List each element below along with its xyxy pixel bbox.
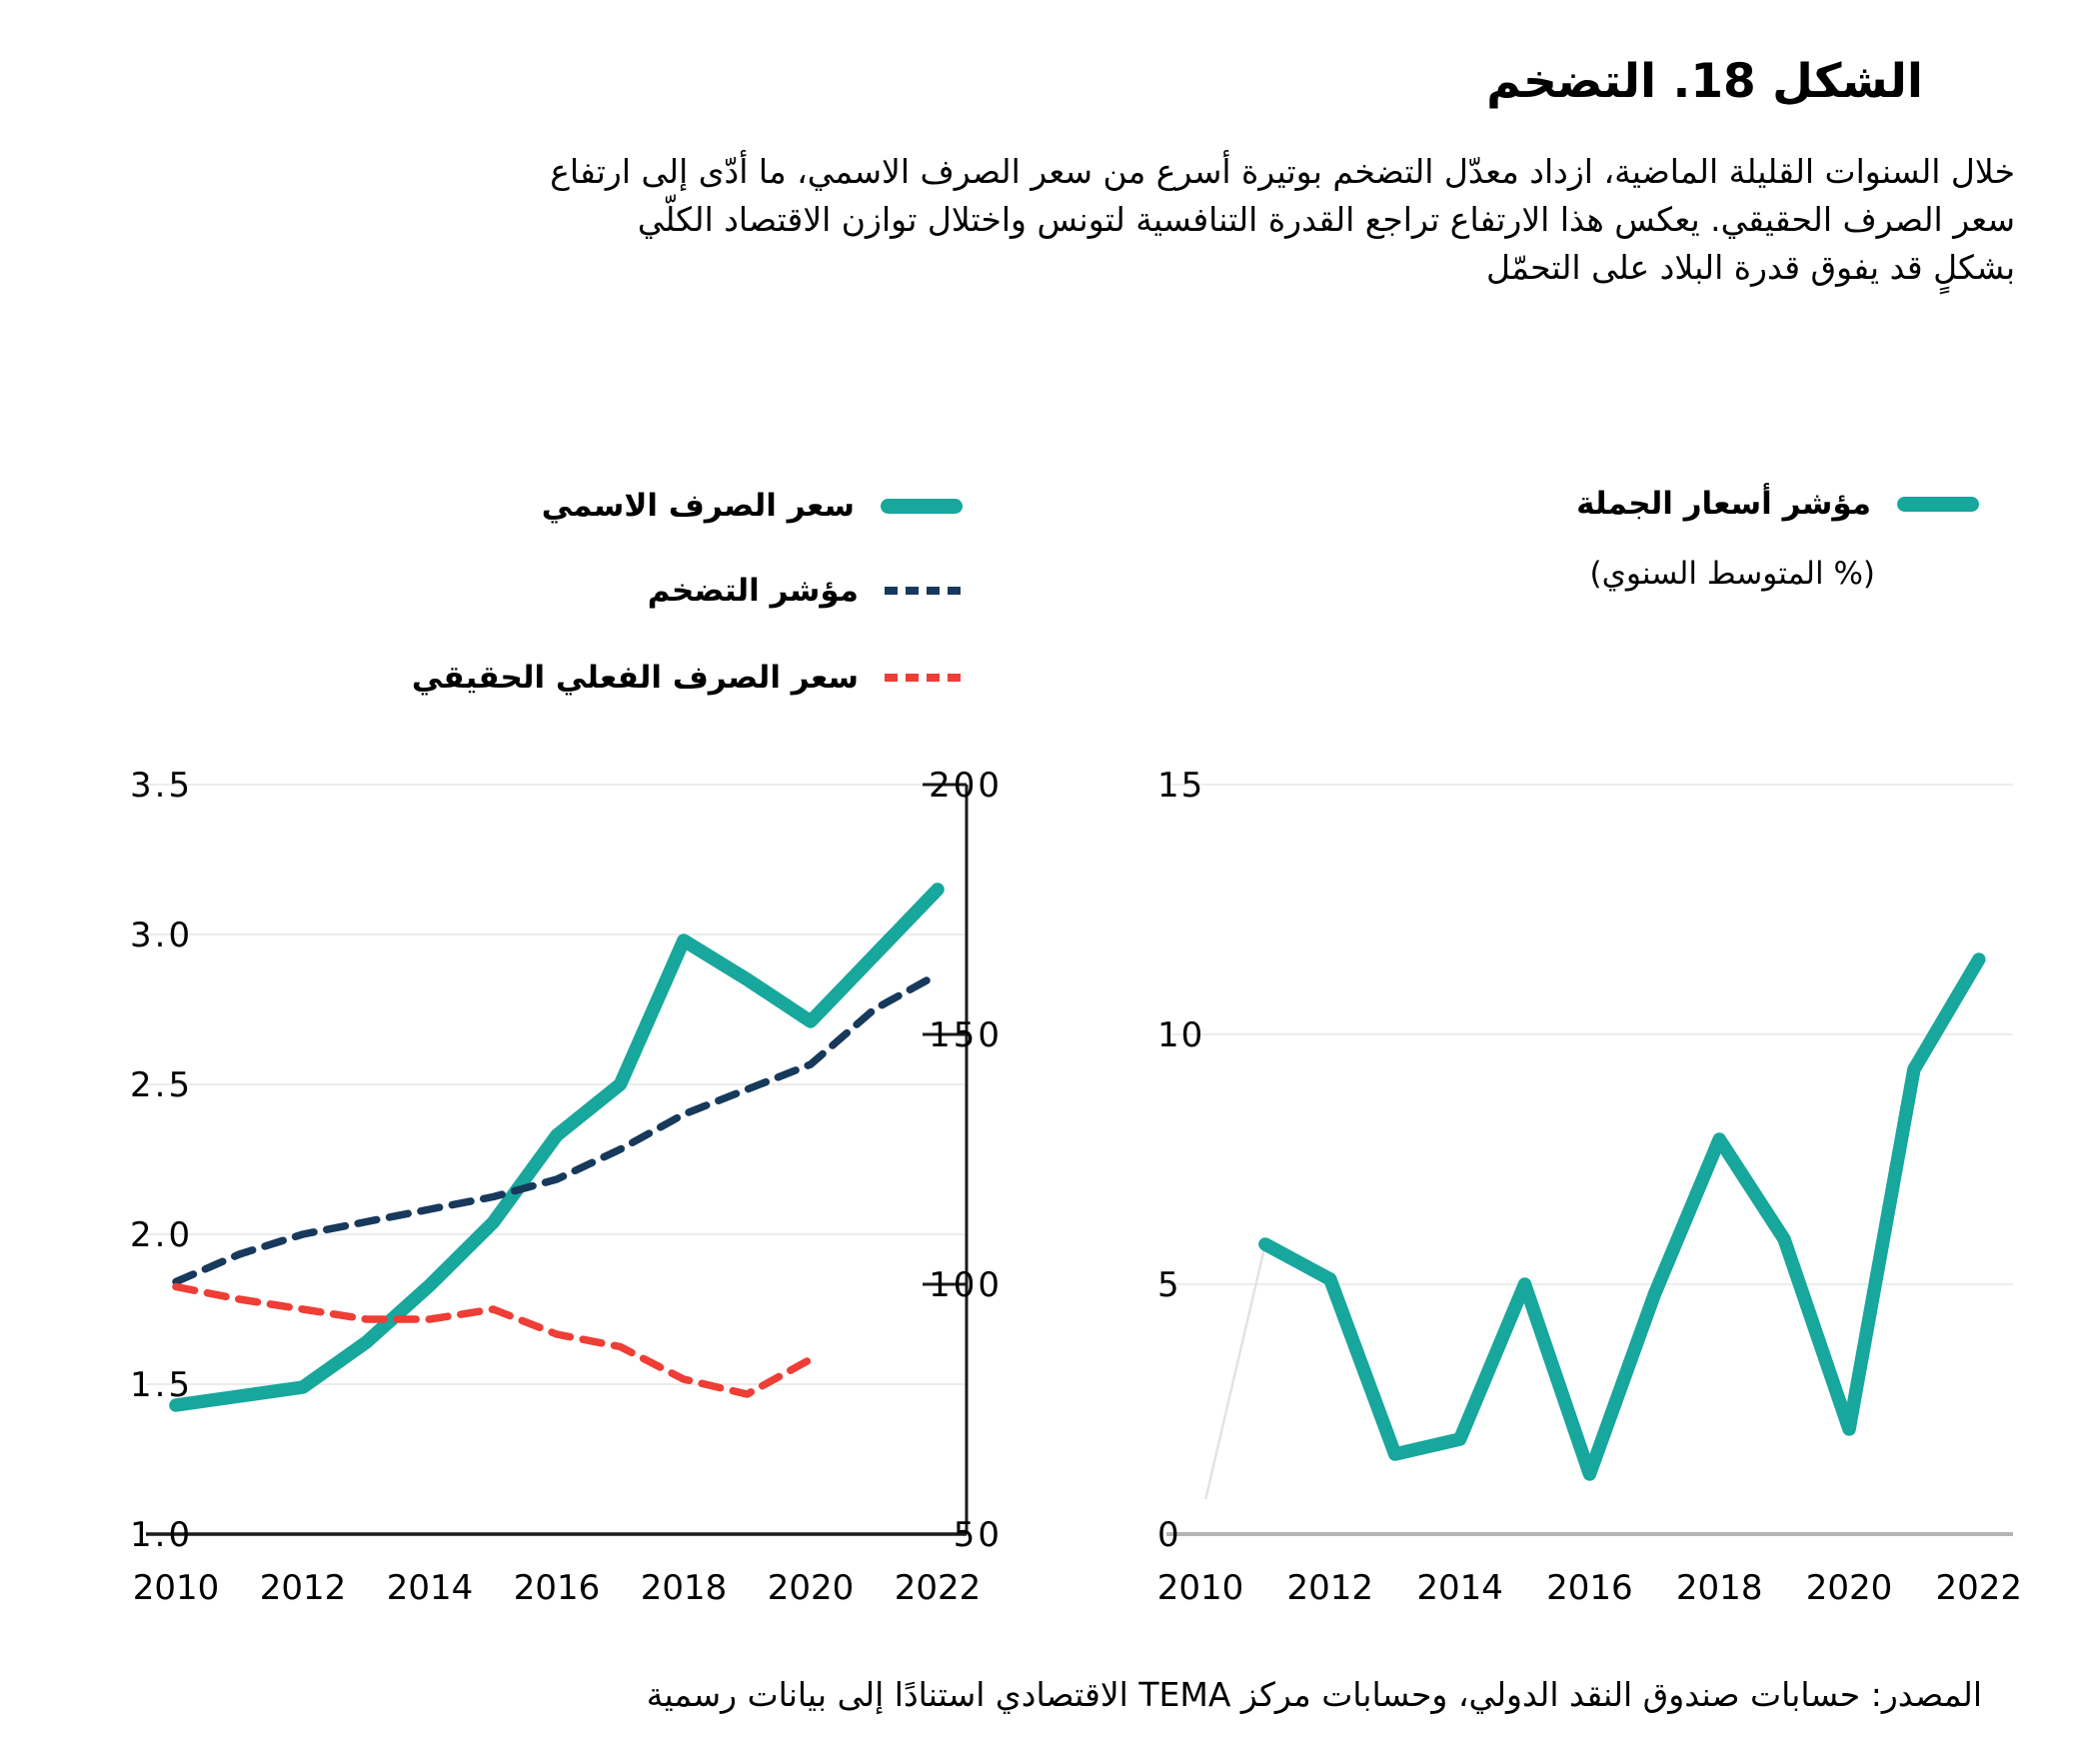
y-axis-right-label: 50: [954, 1515, 1003, 1555]
y-axis-right-label: 200: [929, 766, 1003, 806]
red-dashed-line-icon: [885, 674, 963, 682]
teal-solid-line-icon: [1897, 496, 1979, 512]
y-axis-left-label: 1.5: [130, 1365, 193, 1405]
x-axis-label: 2016: [1546, 1568, 1633, 1608]
left-chart-labels: 1.0 1.5 2.0 2.5 3.0 3.5 50 100 150 200 2010 2012 201…: [130, 766, 1003, 1608]
x-axis-label: 2012: [1287, 1568, 1374, 1608]
right-chart-labels: 0 5 10 15 2010 2012 2014 2016 2018 2020 2022: [1157, 766, 2022, 1608]
y-axis-label: 15: [1157, 766, 1204, 806]
y-axis-left-label: 3.0: [130, 915, 193, 955]
x-axis-label: 2020: [768, 1568, 855, 1608]
x-axis-label: 2014: [1416, 1568, 1503, 1608]
description-line: سعر الصرف الحقيقي. يعكس هذا الارتفاع ترا…: [637, 200, 2015, 239]
x-axis-label: 2012: [260, 1568, 347, 1608]
x-axis-label: 2016: [514, 1568, 601, 1608]
wholesale-price-index-chart: 0 5 10 15 2010 2012 2014 2016 2018 2020 2022: [1157, 766, 2022, 1608]
series-line-0: [169, 882, 945, 1412]
source-note: المصدر: حسابات صندوق النقد الدولي، وحساب…: [646, 1675, 1982, 1714]
y-axis-right-label: 100: [929, 1265, 1003, 1305]
description-line: بشكلٍ قد يفوق قدرة البلاد على التحمّل: [1486, 248, 2015, 287]
y-axis-left-label: 2.5: [130, 1065, 193, 1105]
legend-inflation-index: مؤشر التضخم: [648, 573, 963, 609]
left-chart-gridlines: [146, 784, 967, 1385]
x-axis-label: 2022: [895, 1568, 982, 1608]
page-title: الشكل 18. التضخم: [1486, 54, 1923, 109]
y-axis-left-label: 3.5: [130, 766, 193, 806]
y-axis-right-label: 150: [929, 1015, 1003, 1055]
legend-label: مؤشر التضخم: [647, 573, 859, 609]
legend-label: سعر الصرف الفعلي الحقيقي: [411, 660, 859, 696]
legend-wholesale-prices: مؤشر أسعار الجملة: [1576, 486, 1979, 522]
series-line-1: [172, 970, 942, 1286]
legend-real-effective-exchange-rate: سعر الصرف الفعلي الحقيقي: [412, 660, 963, 696]
legend-label: سعر الصرف الاسمي: [541, 488, 855, 524]
x-axis-label: 2018: [641, 1568, 728, 1608]
navy-dashed-line-icon: [885, 587, 963, 595]
x-axis-label: 2022: [1936, 1568, 2023, 1608]
x-axis-label: 2014: [387, 1568, 474, 1608]
right-chart-series: [1203, 952, 1986, 1500]
y-axis-label: 10: [1157, 1015, 1204, 1055]
teal-solid-line-icon: [881, 498, 963, 514]
y-axis-label: 5: [1157, 1265, 1181, 1305]
y-axis-label: 0: [1157, 1515, 1181, 1555]
faint-connector-line: [1203, 1243, 1267, 1500]
y-axis-left-label: 1.0: [130, 1515, 193, 1555]
series-line-2: [172, 1282, 815, 1398]
exchange-rate-inflation-chart: 1.0 1.5 2.0 2.5 3.0 3.5 50 100 150 200 2010 2012 201…: [130, 766, 1003, 1608]
x-axis-label: 2010: [133, 1568, 220, 1608]
legend-subtitle: (% المتوسط السنوي): [1589, 556, 1875, 592]
legend-nominal-exchange-rate: سعر الصرف الاسمي: [542, 488, 963, 524]
description-line: خلال السنوات القليلة الماضية، ازداد معدّ…: [550, 152, 2015, 191]
legend-label: مؤشر أسعار الجملة: [1576, 486, 1871, 522]
x-axis-label: 2010: [1157, 1568, 1244, 1608]
y-axis-left-label: 2.0: [130, 1215, 193, 1255]
series-line-wholesale: [1258, 952, 1986, 1481]
left-chart-axes: [146, 783, 969, 1536]
left-chart-series: [169, 882, 945, 1412]
figure-description: خلال السنوات القليلة الماضية، ازداد معدّ…: [550, 148, 2015, 292]
x-axis-label: 2018: [1676, 1568, 1763, 1608]
x-axis-label: 2020: [1806, 1568, 1893, 1608]
